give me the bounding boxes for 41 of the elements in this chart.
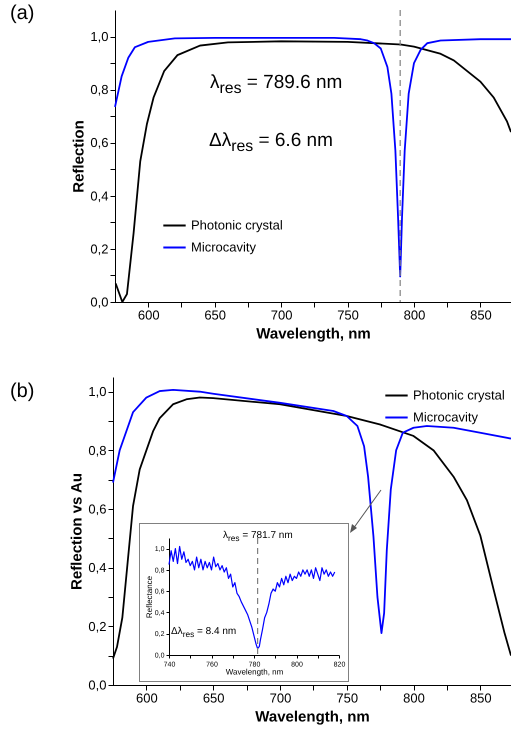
annotation: λ$_{res}$ = 789.6 nm [210,72,342,98]
x-tick-label: 850 [470,308,492,322]
x-tick-label: 850 [470,690,492,706]
y-tick-label: 0,0 [88,678,106,692]
x-axis-title: Wavelength, nm [255,708,370,726]
x-axis-title: Wavelength, nm [226,668,284,676]
y-tick-label: 1,0 [88,384,106,400]
x-tick-label: 800 [403,690,425,706]
y-tick-label: 0,0 [90,294,108,310]
x-axis-title: Wavelength, nm [256,326,371,342]
chart-title: (b) [10,380,34,403]
y-axis-title: Reflection [70,120,88,193]
x-tick-label: 650 [202,690,225,706]
legend-label: Microcavity [191,240,257,254]
annotation: Δλ$_{res}$ = 8.4 nm [171,626,236,639]
y-tick-label: 0,6 [88,502,106,516]
x-tick-label: 700 [270,308,292,322]
y-tick-label: 0,2 [90,241,108,256]
chart-title: (a) [10,2,34,25]
y-tick-label: 0,2 [88,618,106,634]
y-tick-label: 0,4 [88,560,106,576]
annotation: λ$_{res}$ = 781.7 nm [223,530,293,543]
y-tick-label: 1,0 [90,29,108,44]
x-tick-label: 750 [337,308,359,322]
y-tick-label: 0,8 [90,82,108,98]
y-tick-label: 0,6 [90,135,108,150]
x-tick-label: 600 [136,690,158,706]
y-tick-label: 0,8 [88,442,106,458]
legend-label: Photonic crystal [413,388,505,402]
x-tick-label: 800 [404,308,426,322]
legend-label: Photonic crystal [191,218,283,232]
y-tick-label: 0,4 [90,188,108,204]
y-axis-title: Reflectance [144,575,154,618]
legend-label: Microcavity [413,410,479,424]
x-tick-label: 600 [138,308,160,322]
annotation: Δλ$_{res}$ = 6.6 nm [209,130,333,156]
x-tick-label: 700 [270,690,292,706]
y-axis-title: Reflection vs Au [68,473,86,590]
x-tick-label: 650 [204,308,226,322]
line-series [168,546,336,650]
x-tick-label: 750 [336,690,358,706]
